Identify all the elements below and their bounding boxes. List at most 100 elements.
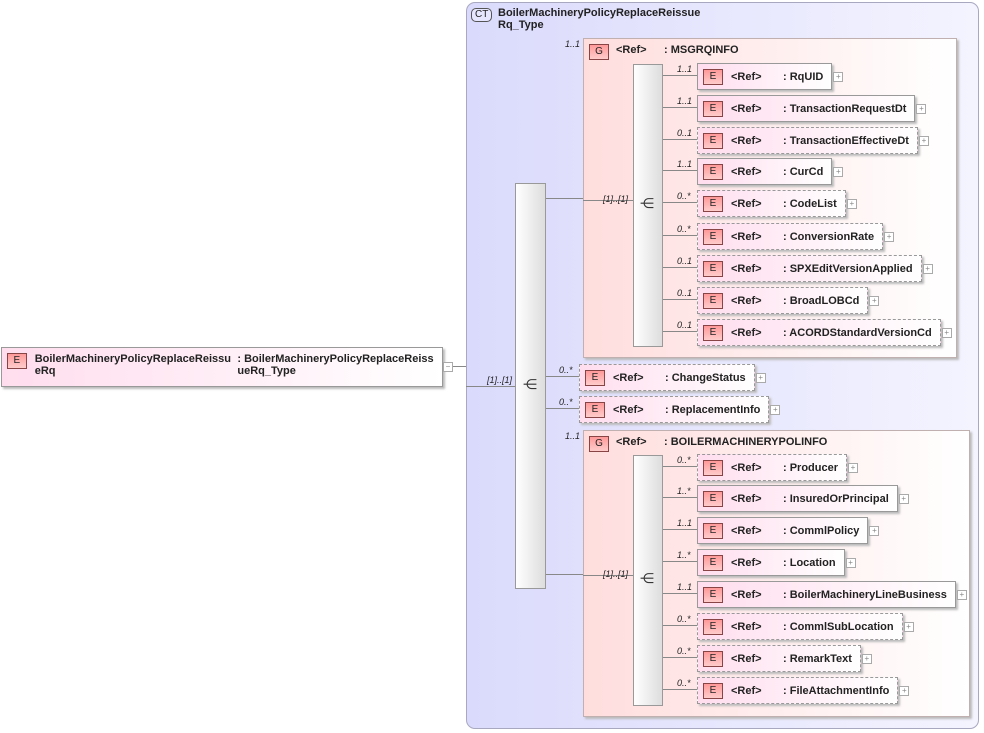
cardinality: 1..1 bbox=[677, 159, 693, 169]
plus-icon[interactable]: + bbox=[941, 328, 952, 338]
plus-icon[interactable]: + bbox=[770, 405, 781, 415]
plus-icon[interactable]: + bbox=[845, 558, 856, 568]
group-badge: G bbox=[589, 44, 609, 60]
element-name: : FileAttachmentInfo bbox=[783, 684, 890, 697]
element-box[interactable]: E <Ref> : Producer bbox=[697, 454, 848, 481]
cardinality: 1..1 bbox=[677, 518, 693, 528]
ref-label: <Ref> bbox=[731, 461, 762, 474]
element-badge: E bbox=[703, 554, 723, 571]
plus-icon[interactable]: + bbox=[833, 72, 844, 82]
ref-label: <Ref> bbox=[731, 70, 762, 83]
element-box[interactable]: E <Ref>: InsuredOrPrincipal bbox=[697, 485, 898, 512]
element-box[interactable]: E <Ref>: BroadLOBCd bbox=[697, 287, 869, 314]
sequence-icon: ⋲ bbox=[523, 376, 537, 392]
plus-icon[interactable]: + bbox=[898, 494, 909, 504]
collapse-icon[interactable]: − bbox=[443, 362, 453, 372]
connector bbox=[663, 331, 697, 332]
element-box[interactable]: E <Ref>: TransactionEffectiveDt bbox=[697, 127, 918, 154]
connector bbox=[663, 561, 697, 562]
element-box[interactable]: E <Ref>: SPXEditVersionApplied bbox=[697, 255, 922, 282]
cardinality: 0..* bbox=[677, 646, 691, 656]
plus-icon[interactable]: + bbox=[956, 590, 967, 600]
element-box[interactable]: E <Ref>: RqUID bbox=[697, 63, 833, 90]
complex-type-name: BoilerMachineryPolicyReplaceReissueRq_Ty… bbox=[498, 7, 701, 31]
element-box[interactable]: E <Ref>: ReplacementInfo bbox=[579, 396, 770, 423]
element-badge: E bbox=[703, 586, 723, 603]
element-badge: E bbox=[703, 650, 723, 667]
element-box[interactable]: E <Ref>: Location bbox=[697, 549, 845, 576]
connector bbox=[583, 200, 633, 201]
root-element-type: : BoilerMachineryPolicyReplaceReissueRq_… bbox=[237, 353, 434, 377]
ref-label: <Ref> bbox=[731, 102, 762, 115]
plus-icon[interactable]: + bbox=[755, 373, 766, 383]
element-badge: E bbox=[703, 292, 723, 309]
plus-icon[interactable]: + bbox=[899, 686, 910, 696]
ref-label: <Ref> bbox=[731, 230, 762, 243]
connector bbox=[663, 466, 697, 467]
sequence-cardinality: [1]..[1] bbox=[603, 569, 629, 579]
cardinality: 1..* bbox=[677, 550, 691, 560]
ref-label: <Ref> bbox=[616, 44, 647, 56]
plus-icon[interactable]: + bbox=[833, 167, 844, 177]
element-badge: E bbox=[703, 459, 723, 476]
plus-icon[interactable]: + bbox=[846, 199, 857, 209]
element-box[interactable]: E <Ref>: ConversionRate bbox=[697, 223, 884, 250]
element-name: : BoilerMachineryLineBusiness bbox=[783, 588, 947, 601]
connector bbox=[663, 139, 697, 140]
ref-label: <Ref> bbox=[731, 165, 762, 178]
plus-icon[interactable]: + bbox=[861, 654, 872, 664]
cardinality: 0..1 bbox=[677, 128, 693, 138]
element-name: : ChangeStatus bbox=[665, 371, 746, 384]
plus-icon[interactable]: + bbox=[869, 296, 880, 306]
element-name: : TransactionRequestDt bbox=[783, 102, 907, 115]
element-badge: E bbox=[703, 618, 723, 635]
plus-icon[interactable]: + bbox=[918, 136, 929, 146]
element-name: : CodeList bbox=[783, 197, 837, 210]
group-cardinality: 1..1 bbox=[565, 431, 581, 441]
plus-icon[interactable]: + bbox=[884, 232, 895, 242]
plus-icon[interactable]: + bbox=[916, 104, 927, 114]
cardinality: 0..* bbox=[559, 365, 573, 375]
plus-icon[interactable]: + bbox=[922, 264, 933, 274]
element-name: : CommlSubLocation bbox=[783, 620, 894, 633]
connector bbox=[663, 107, 697, 108]
element-badge: E bbox=[703, 68, 723, 85]
ref-label: <Ref> bbox=[731, 652, 762, 665]
plus-icon[interactable]: + bbox=[848, 463, 859, 473]
element-name: : RemarkText bbox=[783, 652, 852, 665]
plus-icon[interactable]: + bbox=[903, 622, 914, 632]
element-box[interactable]: E <Ref>: TransactionRequestDt bbox=[697, 95, 916, 122]
connector bbox=[663, 202, 697, 203]
element-name: : Producer bbox=[783, 461, 839, 474]
sequence-icon: ⋲ bbox=[640, 195, 654, 211]
element-box[interactable]: E <Ref>: CodeList bbox=[697, 190, 846, 217]
root-element[interactable]: E BoilerMachineryPolicyReplaceReissueRq … bbox=[1, 347, 443, 387]
element-badge: E bbox=[7, 353, 27, 369]
element-box[interactable]: E <Ref>: FileAttachmentInfo bbox=[697, 677, 899, 704]
element-name: : CommlPolicy bbox=[783, 524, 860, 537]
element-box[interactable]: E <Ref>: ChangeStatus bbox=[579, 364, 755, 391]
element-badge: E bbox=[703, 195, 723, 212]
element-box[interactable]: E <Ref>: ACORDStandardVersionCd bbox=[697, 319, 941, 346]
element-badge: E bbox=[585, 369, 605, 386]
sequence-bar bbox=[633, 455, 663, 706]
element-box[interactable]: E <Ref> : CommlSubLocation bbox=[697, 613, 903, 640]
root-element-name: BoilerMachineryPolicyReplaceReissueRq bbox=[34, 353, 231, 377]
connector bbox=[663, 529, 697, 530]
connector bbox=[583, 575, 633, 576]
element-name: : TransactionEffectiveDt bbox=[783, 134, 909, 147]
element-box[interactable]: E <Ref>: CurCd bbox=[697, 158, 833, 185]
element-box[interactable]: E <Ref>: CommlPolicy bbox=[697, 517, 869, 544]
group-name: : MSGRQINFO bbox=[664, 44, 739, 56]
ref-label: <Ref> bbox=[731, 620, 762, 633]
plus-icon[interactable]: + bbox=[869, 526, 880, 536]
ref-label: <Ref> bbox=[731, 492, 762, 505]
element-name: : CurCd bbox=[783, 165, 824, 178]
ref-label: <Ref> bbox=[731, 684, 762, 697]
element-box[interactable]: E <Ref> : RemarkText bbox=[697, 645, 861, 672]
group-name: : BOILERMACHINERYPOLINFO bbox=[664, 436, 828, 448]
cardinality: 0..* bbox=[677, 678, 691, 688]
element-name: : InsuredOrPrincipal bbox=[783, 492, 889, 505]
element-box[interactable]: E <Ref>: BoilerMachineryLineBusiness bbox=[697, 581, 956, 608]
sequence-bar bbox=[515, 183, 546, 589]
